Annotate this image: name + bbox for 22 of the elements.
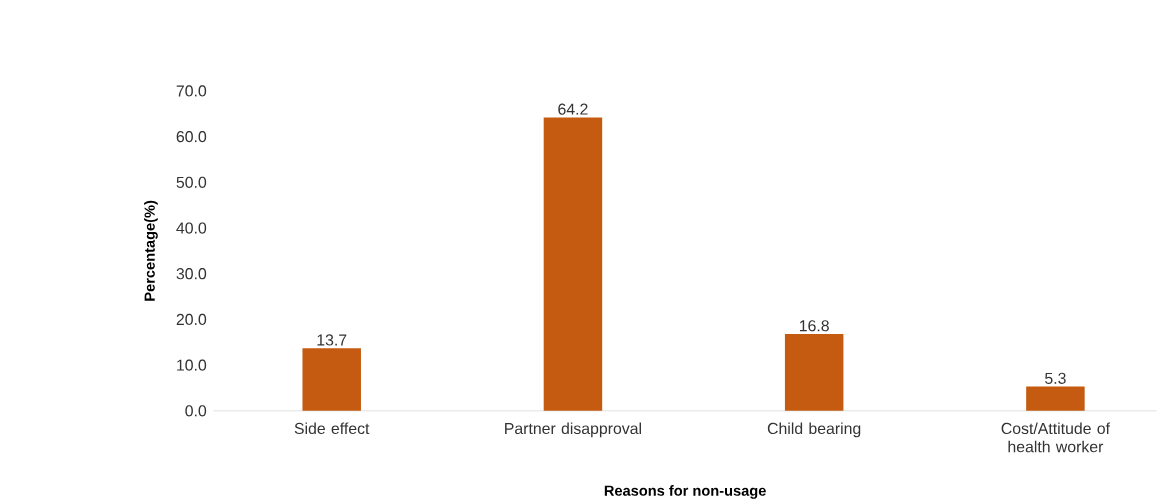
data-label: 64.2	[558, 103, 588, 115]
y-tick-label: 40.0	[176, 222, 207, 234]
data-label: 16.8	[799, 320, 829, 332]
y-tick-label: 20.0	[176, 313, 207, 326]
x-axis-title: Reasons for non-usage	[604, 485, 766, 499]
x-tick-label: Partner disapproval	[505, 422, 641, 438]
x-tick-label: Child bearing	[767, 422, 861, 438]
y-tick-label: 10.0	[177, 359, 207, 371]
y-axis-title: Percentage(%)	[144, 200, 158, 301]
bar	[543, 117, 603, 411]
y-tick-label: 50.0	[176, 176, 207, 189]
y-tick-label: 60.0	[176, 131, 207, 143]
data-label: 13.7	[317, 334, 347, 346]
y-tick-label: 30.0	[176, 268, 207, 280]
x-tick-label: Side effect	[294, 422, 370, 435]
x-tick-label: Cost/Attitude of health worker	[1001, 422, 1111, 453]
y-tick-label: 0.0	[185, 405, 207, 417]
bar	[784, 334, 844, 411]
y-tick-label: 70.0	[176, 85, 207, 97]
bar	[302, 348, 361, 411]
data-label: 5.3	[1045, 372, 1066, 384]
bar	[1026, 386, 1085, 411]
